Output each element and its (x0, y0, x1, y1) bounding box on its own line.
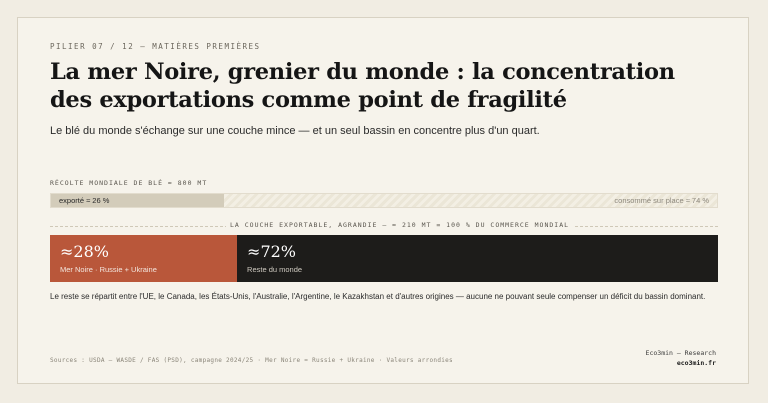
export-layer-label: LA COUCHE EXPORTABLE, AGRANDIE — ≈ 210 M… (226, 221, 574, 229)
harvest-label: RÉCOLTE MONDIALE DE BLÉ ≈ 800 MT (50, 179, 208, 187)
segment-rest-value: ≈72% (247, 242, 296, 261)
infographic-card: PILIER 07 / 12 — MATIÈRES PREMIÈRES La m… (17, 17, 749, 384)
segment-black-sea-value: ≈28% (60, 242, 109, 261)
footnote: Le reste se répartit entre l'UE, le Cana… (50, 292, 706, 301)
sources: Sources : USDA – WASDE / FAS (PSD), camp… (50, 357, 453, 364)
consumed-label: consommé sur place ≈ 74 % (614, 196, 709, 205)
harvest-bar: exporté ≈ 26 % consommé sur place ≈ 74 % (50, 193, 718, 208)
kicker: PILIER 07 / 12 — MATIÈRES PREMIÈRES (50, 42, 261, 51)
brand-name: Eco3min — Research (645, 349, 716, 357)
exported-label: exporté ≈ 26 % (59, 196, 110, 205)
brand: Eco3min — Research eco3min.fr (646, 348, 716, 368)
brand-site[interactable]: eco3min.fr (676, 359, 716, 367)
subtitle: Le blé du monde s'échange sur une couche… (50, 125, 540, 137)
page-title: La mer Noire, grenier du monde : la conc… (50, 59, 675, 113)
exported-fill (51, 194, 225, 207)
segment-rest-of-world: ≈72% Reste du monde (237, 235, 718, 282)
segment-black-sea-label: Mer Noire · Russie + Ukraine (60, 265, 157, 274)
export-share-bar: ≈28% Mer Noire · Russie + Ukraine ≈72% R… (50, 235, 718, 282)
segment-black-sea: ≈28% Mer Noire · Russie + Ukraine (50, 235, 238, 282)
segment-rest-label: Reste du monde (247, 265, 303, 274)
